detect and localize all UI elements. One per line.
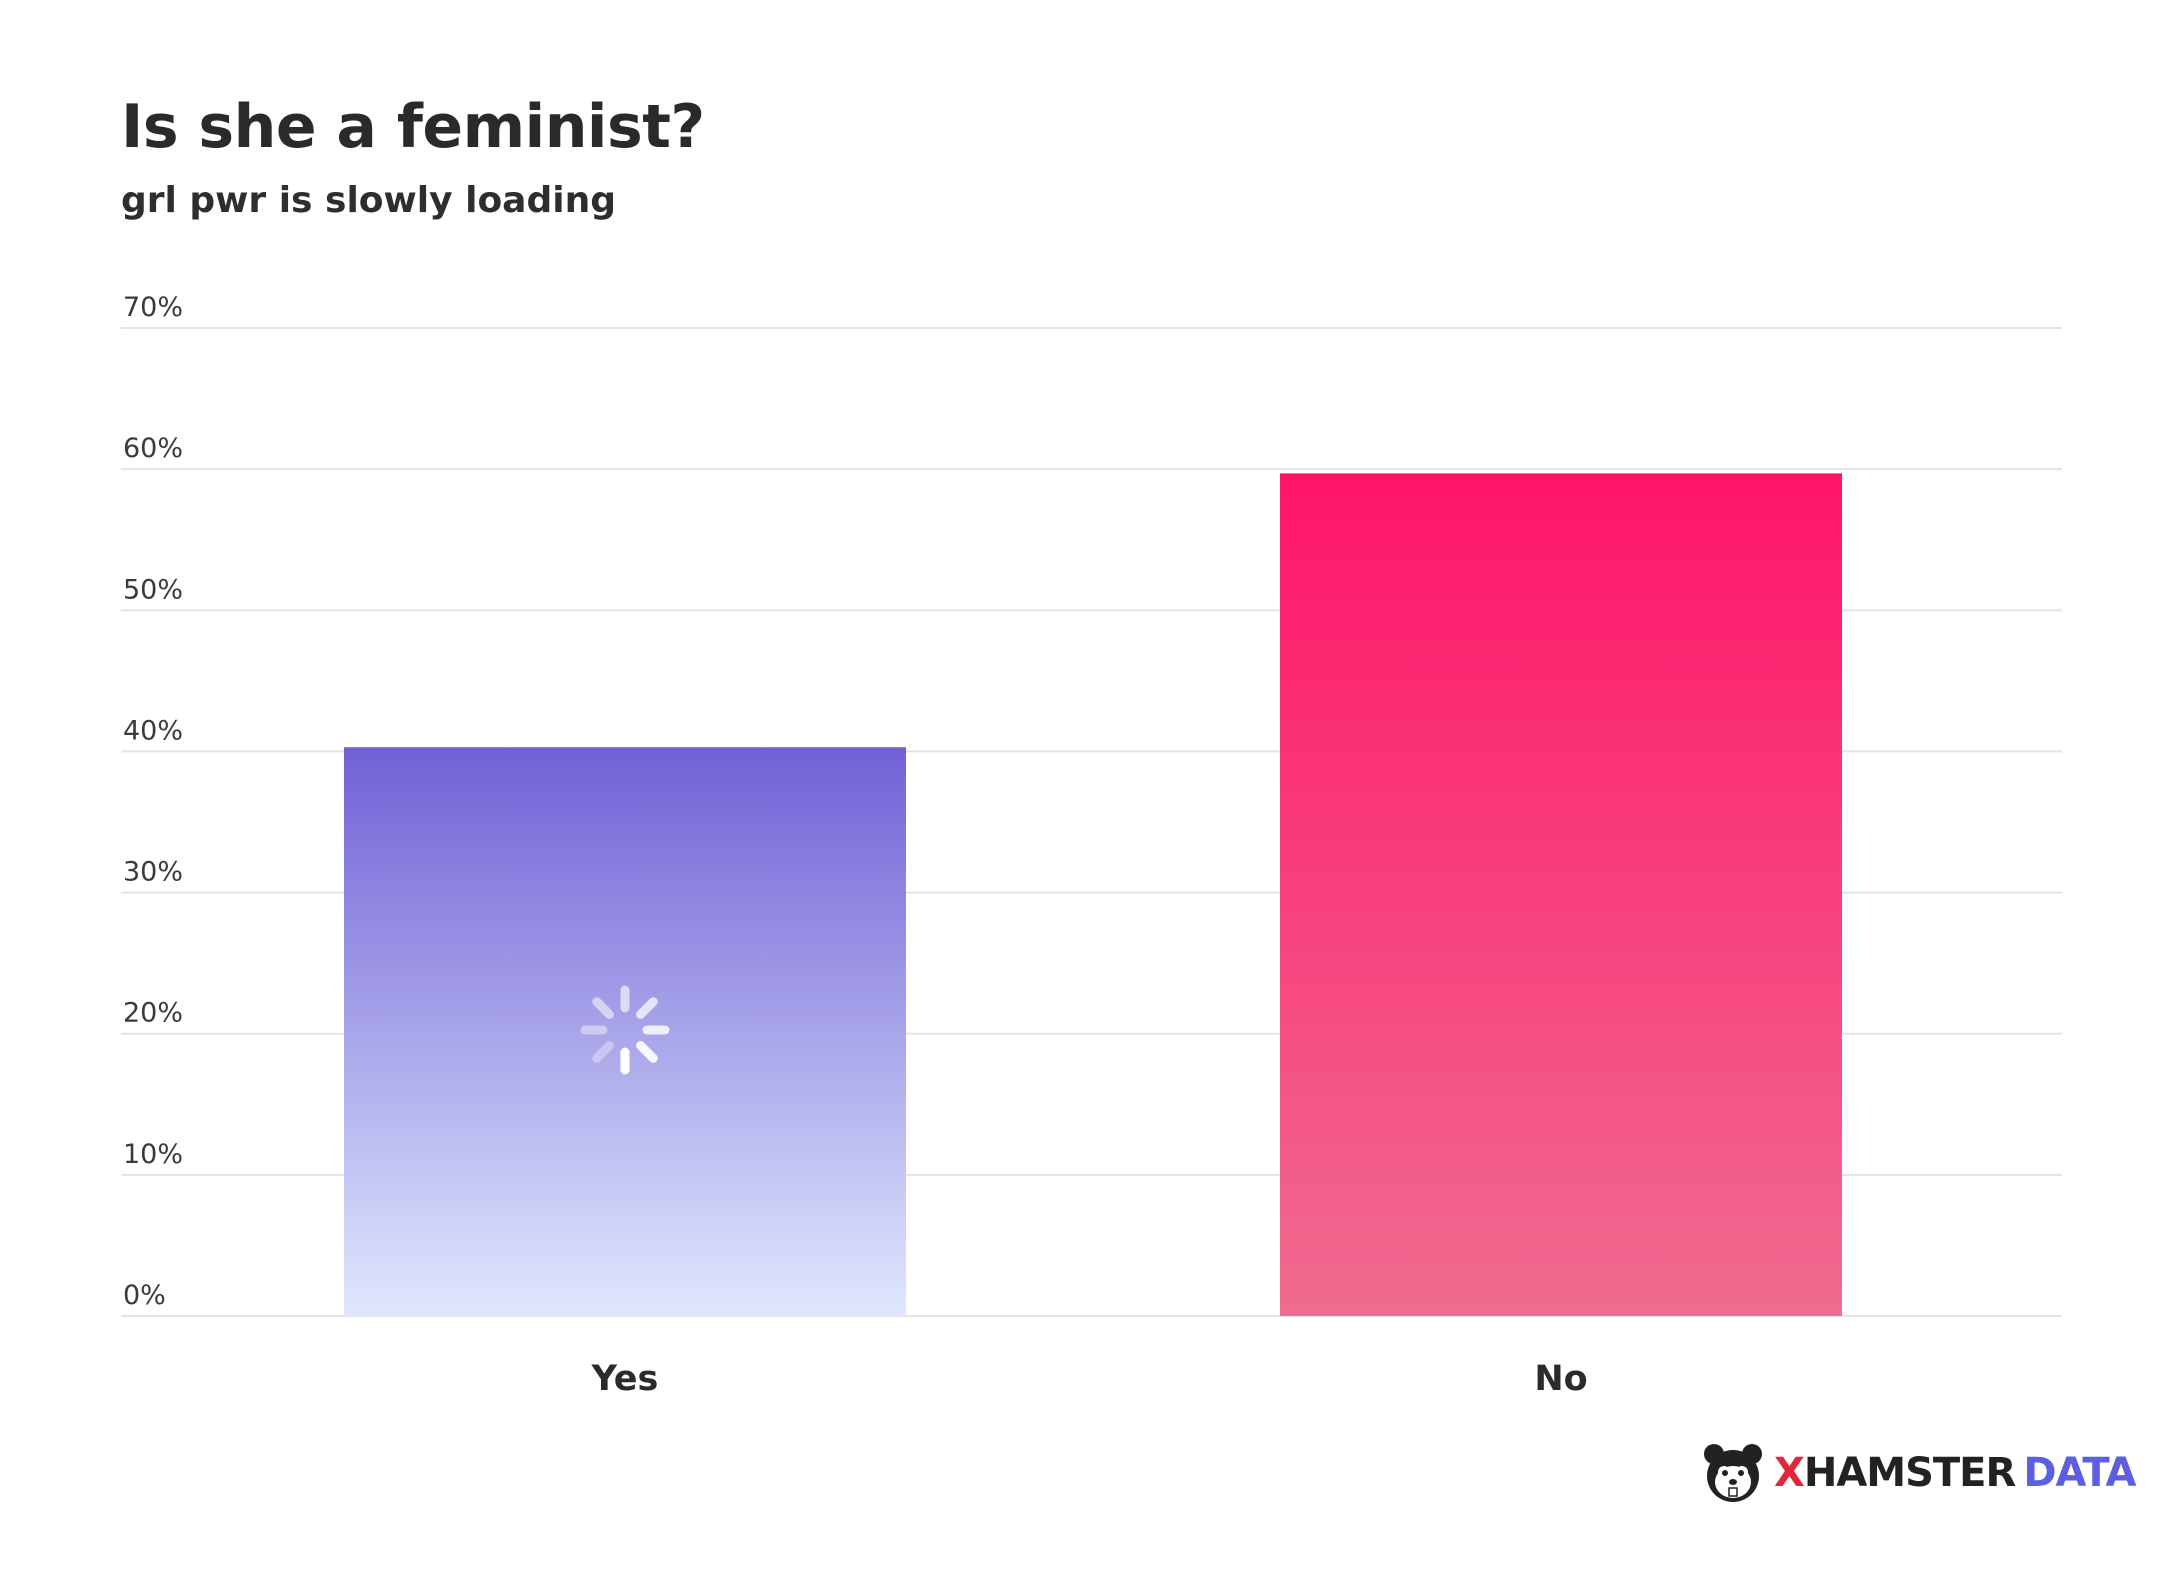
bar-no xyxy=(1280,473,1842,1316)
hamster-face-icon xyxy=(1704,1444,1762,1502)
loading-spinner-icon xyxy=(580,985,670,1075)
x-tick-label: No xyxy=(1534,1359,1587,1399)
bars xyxy=(344,473,1842,1316)
y-tick-label: 60% xyxy=(123,433,183,464)
y-axis-ticks: 0% 10% 20% 30% 40% 50% 60% 70% xyxy=(123,292,183,1311)
spinner-spoke xyxy=(636,1041,658,1063)
logo-data: DATA xyxy=(2023,1450,2136,1496)
logo-x: X xyxy=(1774,1450,1805,1496)
y-tick-label: 30% xyxy=(123,857,183,888)
spinner-spoke xyxy=(592,1041,614,1063)
y-tick-label: 20% xyxy=(123,998,183,1029)
chart-subtitle: grl pwr is slowly loading xyxy=(121,180,616,221)
spinner-spoke xyxy=(636,997,658,1019)
x-tick-label: Yes xyxy=(591,1359,659,1399)
y-tick-label: 0% xyxy=(123,1280,166,1311)
y-tick-label: 10% xyxy=(123,1139,183,1170)
logo-hamster: HAMSTER xyxy=(1803,1450,2016,1496)
y-tick-label: 50% xyxy=(123,574,183,605)
spinner-spoke xyxy=(592,997,614,1019)
chart-title: Is she a feminist? xyxy=(121,92,705,162)
y-tick-label: 70% xyxy=(123,292,183,323)
bar-yes xyxy=(344,747,906,1316)
xhamster-data-logo: XHAMSTER DATA xyxy=(1700,1438,2137,1508)
x-axis-labels: Yes No xyxy=(591,1359,1588,1399)
logo-wordmark: XHAMSTER DATA xyxy=(1774,1450,2137,1496)
y-tick-label: 40% xyxy=(123,715,183,746)
